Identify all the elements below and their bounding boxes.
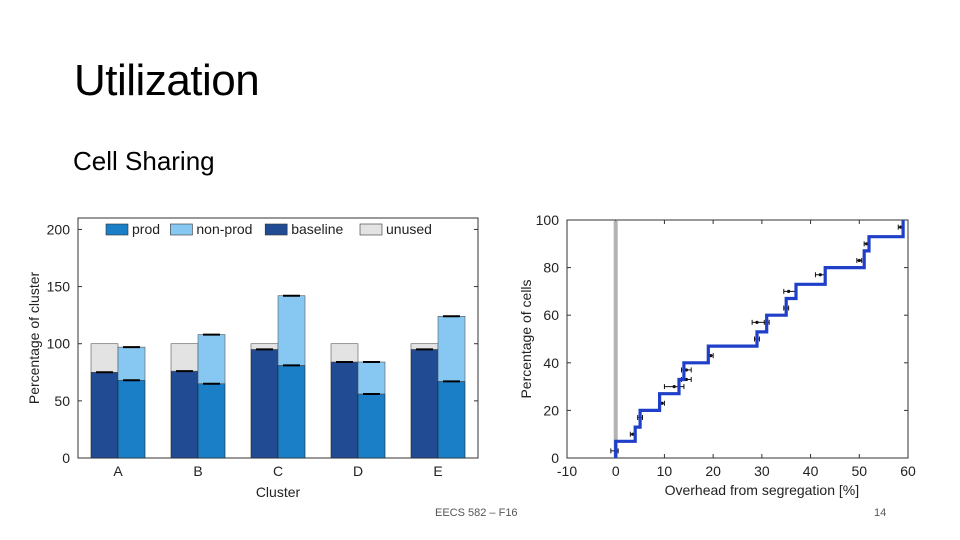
footer-course: EECS 582 – F16 <box>435 507 518 519</box>
error-bar-point <box>684 377 688 382</box>
bar-unused <box>90 343 119 373</box>
bar-unused <box>170 343 199 372</box>
y-tick-label: 40 <box>543 355 559 371</box>
legend-swatch-non-prod <box>170 223 193 236</box>
x-axis-label: Overhead from segregation [%] <box>665 482 860 498</box>
x-tick-label: 60 <box>900 463 916 479</box>
slide-title: Utilization <box>74 56 260 105</box>
x-tick-label: 10 <box>657 463 673 479</box>
error-bar-point <box>857 258 861 263</box>
legend-label-unused: unused <box>386 221 432 237</box>
y-tick-label: 100 <box>536 212 560 228</box>
x-tick-label: A <box>113 463 123 479</box>
y-tick-label: 100 <box>47 336 71 352</box>
bar-baseline <box>250 349 279 459</box>
y-tick-label: 50 <box>54 393 70 409</box>
x-tick-label: 0 <box>612 463 620 479</box>
x-tick-label: -10 <box>557 463 577 479</box>
y-tick-label: 60 <box>543 307 559 323</box>
y-tick-label: 20 <box>543 402 559 418</box>
bar-baseline <box>90 371 119 459</box>
error-bar-point <box>899 225 903 229</box>
x-tick-label: 20 <box>705 463 721 479</box>
slide-subtitle: Cell Sharing <box>73 146 215 176</box>
x-tick-label: 50 <box>851 463 867 479</box>
legend-swatch-baseline <box>264 223 288 236</box>
y-tick-label: 0 <box>62 450 70 466</box>
bar-baseline <box>410 349 439 459</box>
bar-baseline <box>330 361 359 459</box>
x-tick-label: D <box>353 463 363 479</box>
x-tick-label: 40 <box>803 463 819 479</box>
y-tick-label: 200 <box>47 221 71 237</box>
bar-prod <box>437 381 466 459</box>
legend-swatch-unused <box>359 223 383 236</box>
x-axis-label: Cluster <box>256 484 301 500</box>
bar-non-prod <box>197 334 226 385</box>
bar-non-prod <box>117 346 146 381</box>
legend-label-baseline: baseline <box>291 221 343 237</box>
error-bar-point <box>709 354 713 358</box>
bar-baseline <box>170 370 199 459</box>
bar-non-prod <box>437 315 466 382</box>
bar-non-prod <box>277 295 306 366</box>
bar-prod <box>357 393 386 459</box>
y-axis-label: Percentage of cluster <box>26 272 42 405</box>
bar-prod <box>277 365 306 459</box>
cdf-line <box>614 220 905 458</box>
y-tick-label: 150 <box>47 279 71 295</box>
legend-label-non-prod: non-prod <box>196 221 252 237</box>
error-bar-point <box>755 320 759 324</box>
legend-label-prod: prod <box>132 221 160 237</box>
page-number: 14 <box>874 507 887 519</box>
bar-prod <box>117 379 146 459</box>
y-axis-label: Percentage of cells <box>518 279 534 398</box>
x-tick-label: 30 <box>754 463 770 479</box>
bar-prod <box>197 383 226 459</box>
x-tick-label: C <box>273 463 283 479</box>
bar-unused <box>330 343 359 363</box>
error-bar-point <box>631 432 635 436</box>
bar-non-prod <box>357 361 386 395</box>
x-tick-label: E <box>433 463 442 479</box>
error-bar-point <box>684 368 688 372</box>
legend-swatch-prod <box>105 223 129 236</box>
error-bar-point <box>818 273 822 277</box>
y-tick-label: 0 <box>551 450 559 466</box>
error-bar-point <box>672 385 676 389</box>
error-bar-point <box>864 242 869 246</box>
x-tick-label: B <box>193 463 202 479</box>
y-tick-label: 80 <box>543 260 559 276</box>
plot-frame <box>566 219 909 459</box>
error-bar-point <box>787 289 791 293</box>
